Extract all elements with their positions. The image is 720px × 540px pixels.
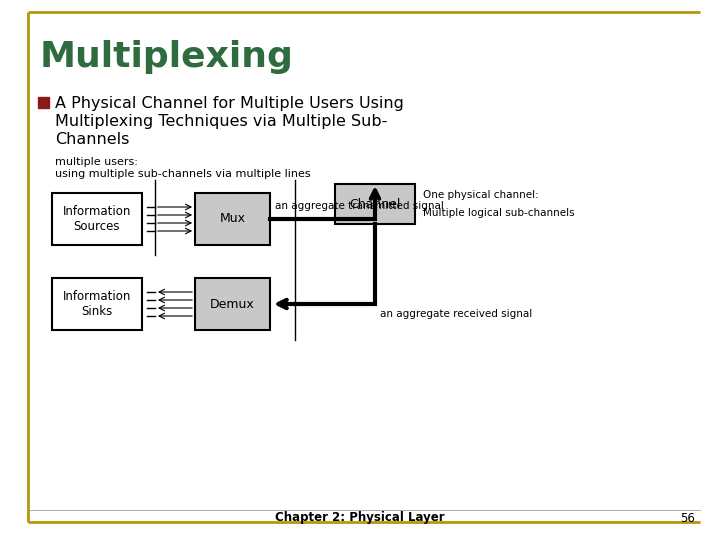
Text: an aggregate transmitted signal: an aggregate transmitted signal [275, 201, 444, 211]
Text: Channels: Channels [55, 132, 130, 147]
Text: Multiple logical sub-channels: Multiple logical sub-channels [423, 208, 575, 218]
Bar [52, 278, 142, 330]
Text: One physical channel:: One physical channel: [423, 190, 539, 200]
Bar [52, 193, 142, 245]
Text: multiple users:: multiple users: [55, 157, 138, 167]
Text: Information
Sources: Information Sources [63, 205, 131, 233]
Bar [195, 278, 270, 330]
Bar [195, 193, 270, 245]
Text: Channel: Channel [349, 198, 401, 211]
Text: 56: 56 [680, 511, 695, 524]
Text: A Physical Channel for Multiple Users Using: A Physical Channel for Multiple Users Us… [55, 96, 404, 111]
Text: Demux: Demux [210, 298, 255, 310]
Text: using multiple sub-channels via multiple lines: using multiple sub-channels via multiple… [55, 169, 310, 179]
Text: Information
Sinks: Information Sinks [63, 290, 131, 318]
Bar [335, 184, 415, 224]
Text: Mux: Mux [220, 213, 246, 226]
Text: Multiplexing Techniques via Multiple Sub-: Multiplexing Techniques via Multiple Sub… [55, 114, 387, 129]
Text: Chapter 2: Physical Layer: Chapter 2: Physical Layer [275, 511, 445, 524]
Text: Multiplexing: Multiplexing [40, 40, 294, 74]
Bar [38, 97, 49, 108]
Text: an aggregate received signal: an aggregate received signal [380, 309, 532, 319]
